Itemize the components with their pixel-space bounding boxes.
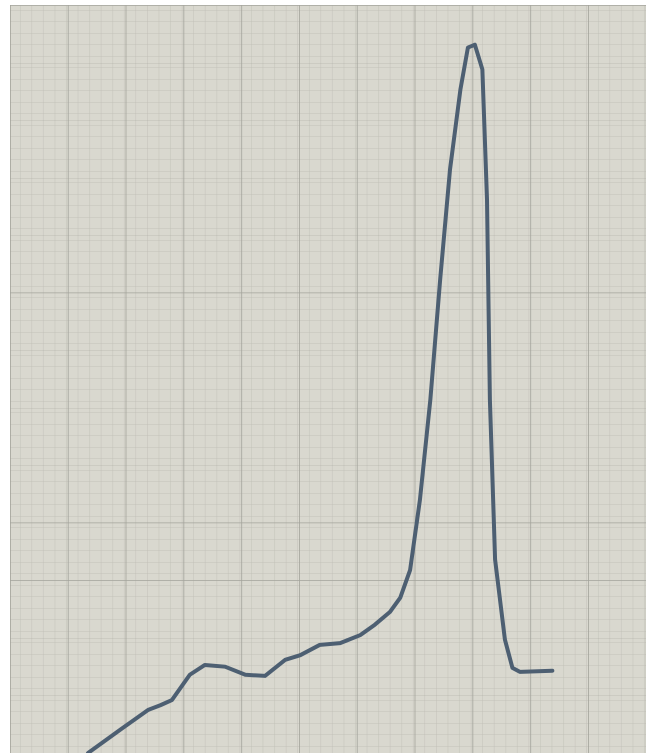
grid <box>10 5 646 753</box>
trace-line <box>86 42 555 753</box>
